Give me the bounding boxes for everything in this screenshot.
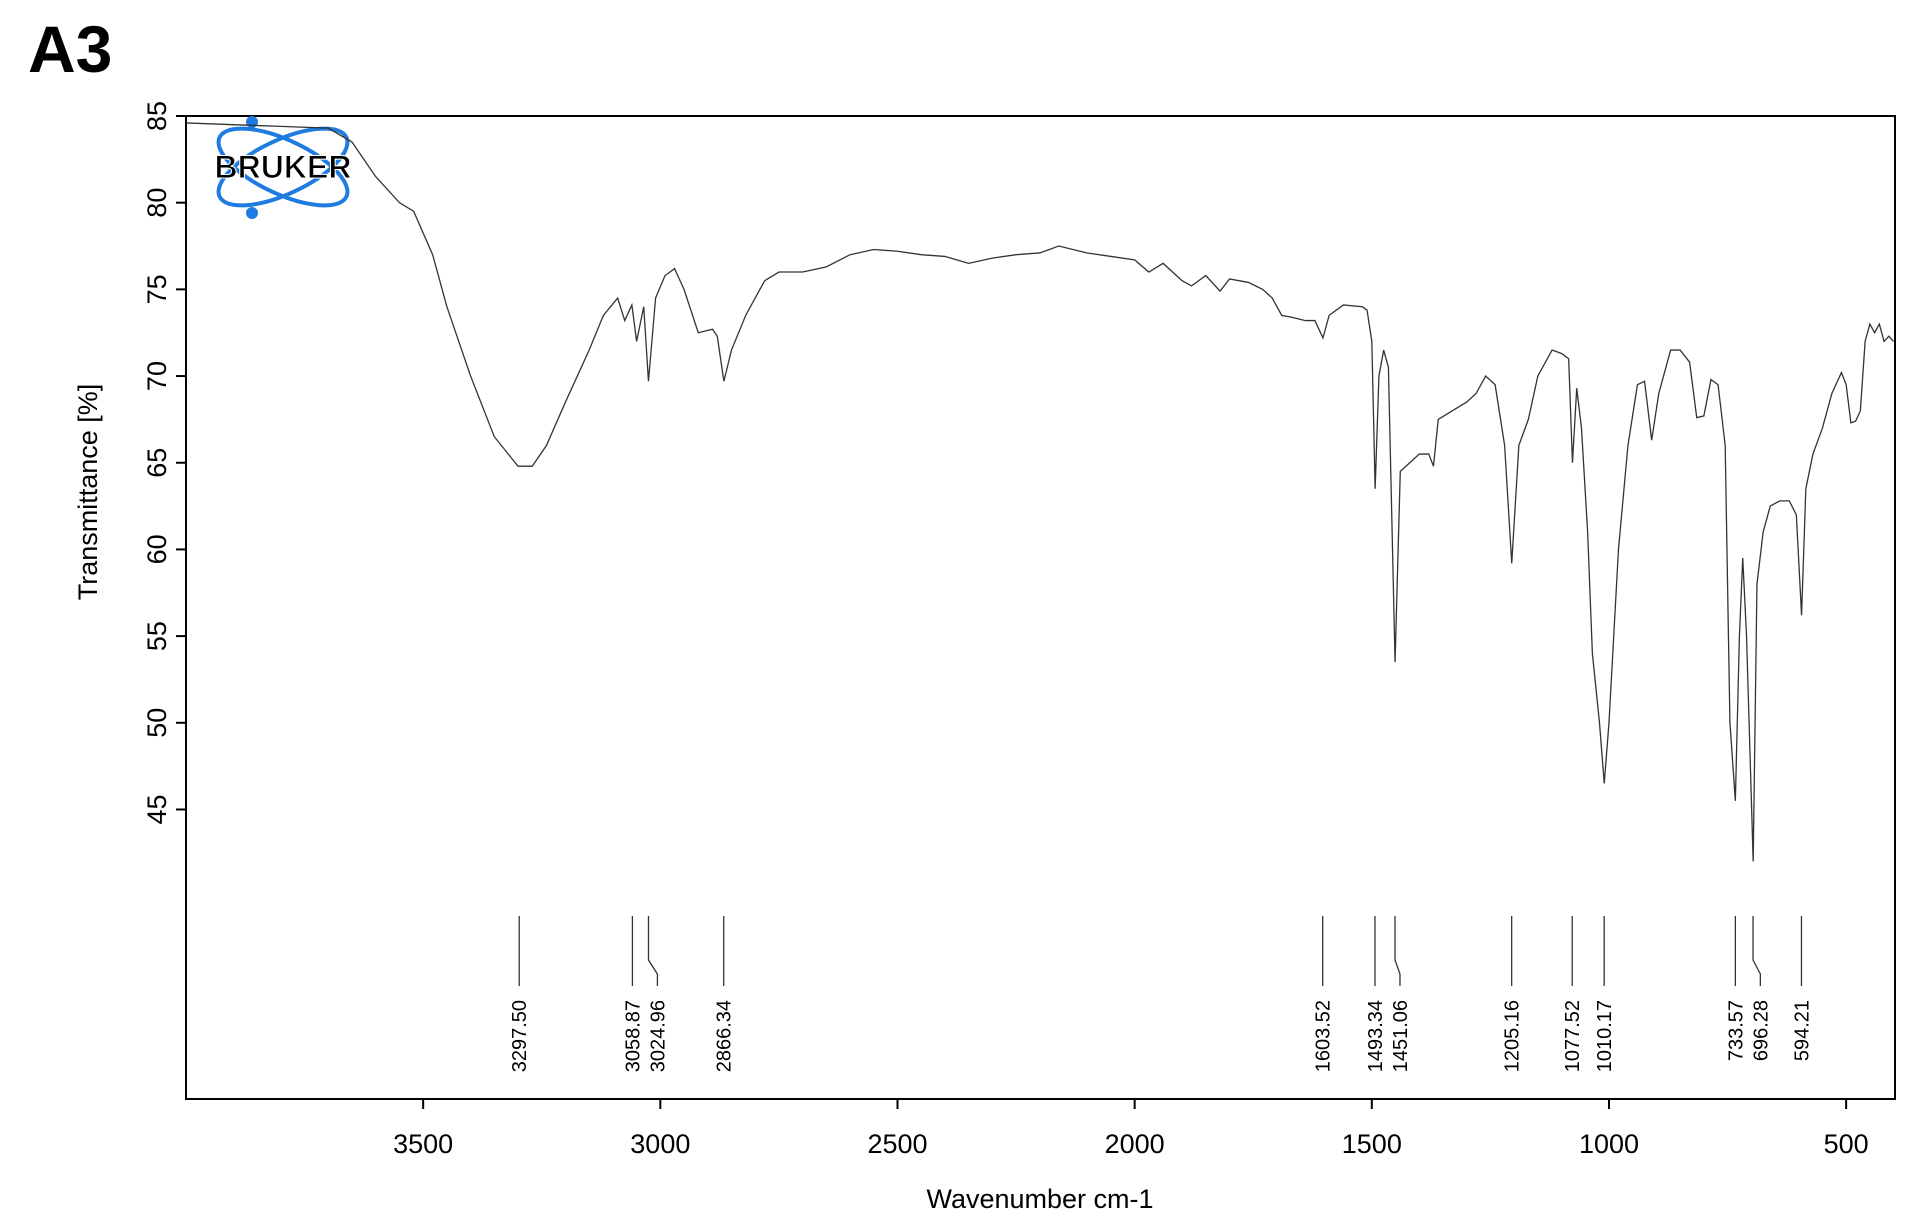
peak-label: 1451.06 — [1390, 1000, 1412, 1072]
x-axis-label: Wavenumber cm-1 — [926, 1184, 1153, 1214]
y-tick-label: 60 — [142, 534, 172, 564]
peak-label: 696.28 — [1750, 1000, 1772, 1061]
x-tick-label: 500 — [1824, 1129, 1869, 1159]
peak-marker — [1394, 916, 1401, 986]
logo-dot — [246, 207, 258, 219]
peak-label: 1205.16 — [1502, 1000, 1524, 1072]
peak-label: 2866.34 — [714, 1000, 736, 1072]
y-tick-label: 75 — [142, 274, 172, 304]
peak-label: 1010.17 — [1594, 1000, 1616, 1072]
logo-orbit — [216, 126, 350, 208]
x-tick-label: 2000 — [1105, 1129, 1165, 1159]
chart-title: A3 — [28, 12, 112, 86]
x-tick-label: 1000 — [1579, 1129, 1639, 1159]
peak-marker — [647, 916, 659, 986]
logo-orbit — [216, 126, 350, 208]
peak-label: 1603.52 — [1313, 1000, 1335, 1072]
plot-frame — [185, 115, 1896, 1100]
logo-dot — [246, 116, 258, 128]
peak-label: 1493.34 — [1365, 1000, 1387, 1072]
peak-label: 594.21 — [1791, 1000, 1813, 1061]
x-tick-label: 3000 — [630, 1129, 690, 1159]
y-tick-label: 55 — [142, 621, 172, 651]
y-tick-label: 80 — [142, 188, 172, 218]
x-tick-label: 3500 — [393, 1129, 453, 1159]
peak-label: 1077.52 — [1562, 1000, 1584, 1072]
peak-label: 3058.87 — [622, 1000, 644, 1072]
peak-label: 3297.50 — [509, 1000, 531, 1072]
y-tick-label: 50 — [142, 708, 172, 738]
x-tick-label: 2500 — [867, 1129, 927, 1159]
spectrum-line — [185, 122, 1895, 862]
y-tick-label: 85 — [142, 101, 172, 131]
y-tick-label: 65 — [142, 448, 172, 478]
y-tick-label: 70 — [142, 361, 172, 391]
logo: BRUKER — [214, 116, 352, 219]
logo-text: BRUKER — [215, 149, 352, 185]
peak-marker — [1752, 916, 1762, 986]
y-axis-label: Transmittance [%] — [73, 384, 103, 601]
peak-label: 3024.96 — [647, 1000, 669, 1072]
peak-label: 733.57 — [1725, 1000, 1747, 1061]
x-tick-label: 1500 — [1342, 1129, 1402, 1159]
y-tick-label: 45 — [142, 794, 172, 824]
